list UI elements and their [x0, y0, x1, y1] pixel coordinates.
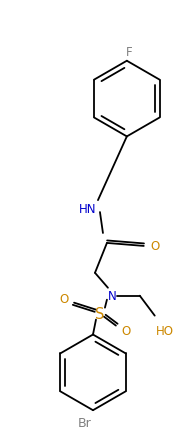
Text: O: O	[60, 292, 69, 305]
Text: HO: HO	[156, 324, 174, 337]
Text: Br: Br	[78, 416, 92, 429]
Text: S: S	[95, 307, 105, 321]
Text: HN: HN	[79, 202, 97, 215]
Text: O: O	[121, 324, 131, 337]
Text: F: F	[125, 46, 132, 59]
Text: O: O	[150, 240, 159, 253]
Text: N: N	[108, 289, 116, 302]
